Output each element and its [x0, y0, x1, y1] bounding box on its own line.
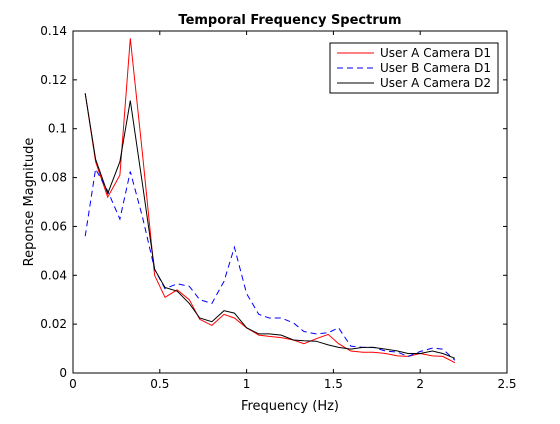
y-tick-label: 0.14 — [40, 24, 67, 38]
y-tick-label: 0.06 — [40, 219, 67, 233]
y-tick-label: 0.12 — [40, 73, 67, 87]
y-tick-label: 0 — [59, 366, 67, 380]
x-tick-label: 0 — [69, 377, 77, 391]
legend-label-3: User A Camera D2 — [380, 76, 491, 90]
y-tick-label: 0.02 — [40, 317, 67, 331]
x-tick-label: 1 — [243, 377, 251, 391]
y-tick-label: 0.08 — [40, 171, 67, 185]
y-axis-label: Reponse Magnitude — [22, 138, 37, 267]
x-tick-label: 2 — [416, 377, 424, 391]
x-tick-label: 0.5 — [150, 377, 169, 391]
plot-area — [84, 38, 456, 364]
x-tick-label: 2.5 — [497, 377, 516, 391]
legend-label-1: User A Camera D1 — [380, 46, 491, 60]
axis-ticks: 0 0.5 1 1.5 2 2.5 0 0.02 0.04 0.06 0.08 0.1 0.12 0.14 — [40, 24, 516, 391]
y-tick-label: 0.1 — [48, 122, 67, 136]
chart-title: Temporal Frequency Spectrum — [178, 13, 401, 28]
legend-label-2: User B Camera D1 — [380, 61, 491, 75]
y-tick-label: 0.04 — [40, 268, 67, 282]
series-line-3 — [84, 93, 456, 359]
x-tick-label: 1.5 — [324, 377, 343, 391]
series-line-1 — [84, 38, 456, 364]
series-line-2 — [84, 167, 456, 361]
plot-frame — [72, 30, 508, 374]
x-axis-label: Frequency (Hz) — [241, 399, 339, 414]
